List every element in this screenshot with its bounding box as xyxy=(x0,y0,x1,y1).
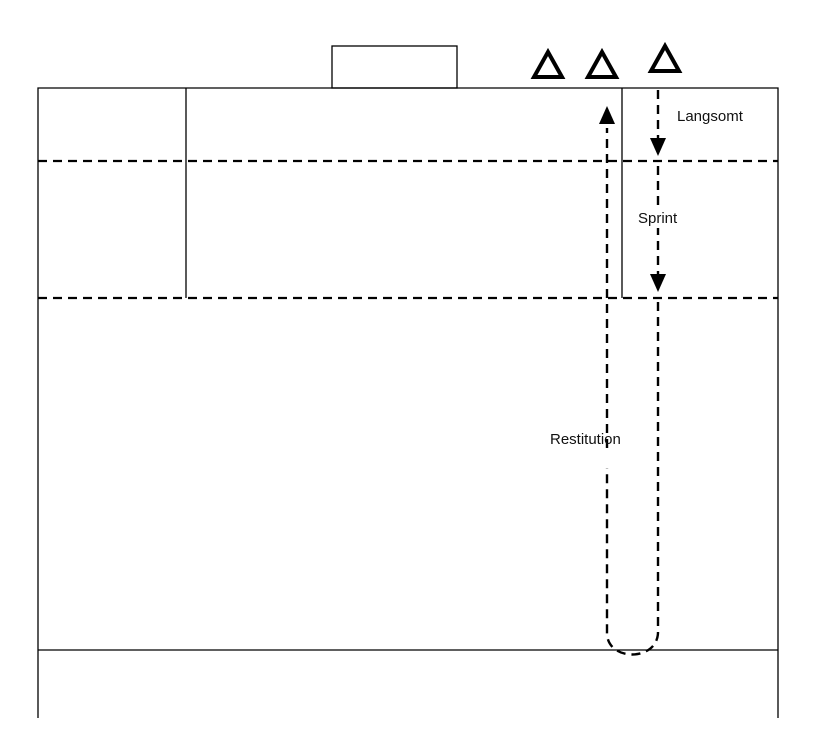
sprint-label-bg xyxy=(636,206,690,228)
recovery-run-path xyxy=(605,302,660,656)
slow-arrow-head xyxy=(650,138,666,156)
cone-1-icon xyxy=(530,47,566,79)
recovery-label: Restitution xyxy=(550,431,621,448)
cone-2-icon xyxy=(584,47,620,79)
goal-box xyxy=(331,45,458,89)
slow-label: Langsomt xyxy=(677,108,744,125)
field-boundary xyxy=(37,87,779,718)
sprint-arrow-head xyxy=(650,274,666,292)
cone-3-icon xyxy=(647,41,683,73)
recovery-arrow-head xyxy=(599,106,615,124)
sprint-label: Sprint xyxy=(638,210,678,227)
